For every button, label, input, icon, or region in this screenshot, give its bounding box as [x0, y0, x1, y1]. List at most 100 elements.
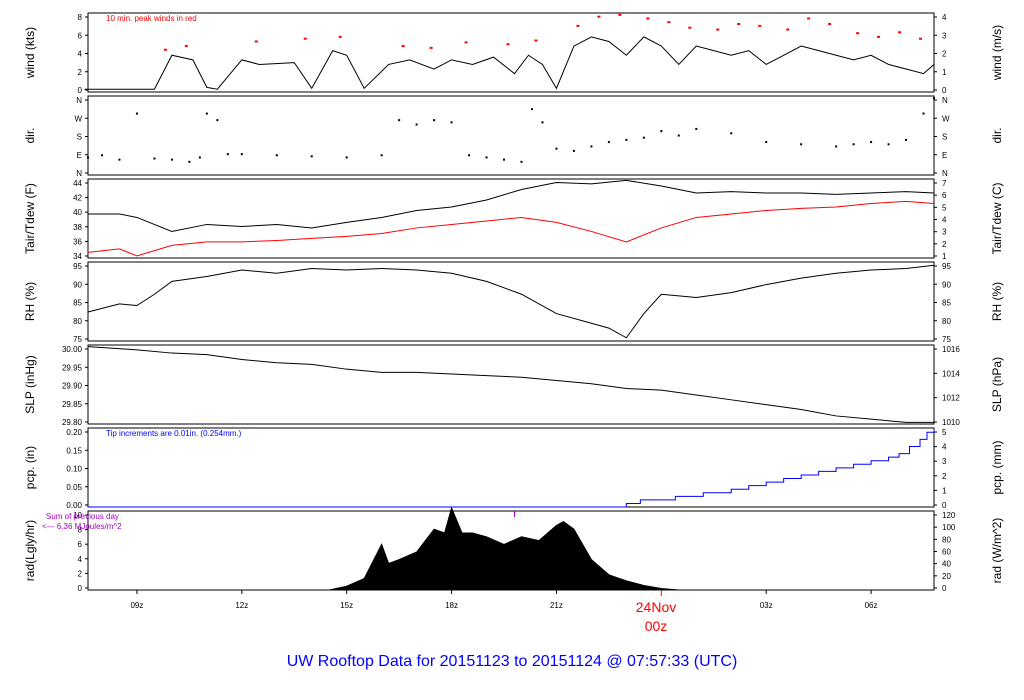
dir-point — [695, 127, 698, 130]
wind-point — [828, 23, 832, 26]
rh-ylabel-left: RH (%) — [23, 282, 37, 321]
dir-point — [87, 156, 89, 159]
pcp-ylabel-left: pcp. (in) — [23, 446, 37, 489]
slp-ylabel-left: SLP (inHg) — [23, 355, 37, 413]
rad-left-tick-label: 4 — [78, 555, 83, 564]
rad-annotation: Sum of previous day — [46, 512, 119, 521]
dir-point — [310, 155, 313, 158]
rad-right-tick-label: 0 — [942, 584, 947, 593]
dir-point — [922, 112, 925, 115]
rh-right-tick-label: 90 — [942, 280, 951, 289]
pcp-left-tick-label: 0.00 — [66, 501, 82, 510]
pcp-line — [88, 428, 935, 508]
wind-point — [506, 43, 510, 46]
wind-right-tick-label: 4 — [942, 13, 947, 22]
wind-series-wind-speed — [84, 36, 935, 90]
dir-right-tick-label: E — [942, 151, 947, 160]
dir-point — [153, 157, 156, 160]
temp-frame — [87, 178, 935, 259]
x-axis: 09z 12z 15z 18z 21z 03z 06z — [130, 590, 878, 610]
wind-point — [254, 40, 258, 43]
wind-left-tick-label: 0 — [78, 86, 83, 95]
temp-line — [87, 200, 935, 257]
pcp-left-tick-label: 0.05 — [66, 483, 82, 492]
dir-point — [800, 143, 803, 146]
slp-frame — [87, 344, 935, 425]
temp-right-tick-label: 1 — [942, 252, 947, 261]
wind-point — [807, 17, 811, 20]
rad-right-tick-label: 80 — [942, 535, 951, 544]
x-tick-label: 18z — [445, 601, 458, 610]
dir-point — [468, 154, 471, 157]
temp-right-tick-label: 5 — [942, 203, 947, 212]
dir-point — [887, 143, 890, 146]
wind-point — [401, 45, 405, 48]
dir-point — [677, 134, 680, 137]
dir-ylabel-right: dir. — [990, 127, 1004, 143]
rh-left-tick-label: 90 — [73, 280, 82, 289]
dir-point — [503, 158, 506, 161]
dir-point — [660, 130, 663, 133]
dir-series-wind-direction — [87, 97, 935, 163]
wind-left-tick-label: 4 — [78, 50, 83, 59]
dir-point — [216, 119, 219, 122]
rh-frame — [87, 261, 935, 342]
rad-left-tick-label: 0 — [78, 584, 83, 593]
panel-rh: 75 80 85 90 95 75 80 85 90 95 RH (%) RH (%) — [23, 261, 1004, 344]
wind-point — [667, 21, 671, 24]
temp-right-tick-label: 6 — [942, 191, 947, 200]
wind-point — [856, 32, 860, 35]
rh-left-tick-label: 85 — [73, 299, 82, 308]
temp-series-tdew — [87, 200, 935, 257]
wind-point — [338, 35, 342, 38]
chart-title: UW Rooftop Data for 20151123 to 20151124… — [287, 653, 738, 670]
rad-left-tick-label: 2 — [78, 569, 83, 578]
wind-point — [786, 28, 790, 31]
wind-point — [184, 45, 188, 48]
pcp-right-tick-label: 5 — [942, 428, 947, 437]
rh-right-tick-label: 85 — [942, 299, 951, 308]
slp-left-tick-label: 29.85 — [62, 400, 83, 409]
wind-point — [716, 28, 720, 31]
wind-point — [758, 24, 762, 27]
dir-left-tick-label: N — [76, 96, 82, 105]
temp-left-tick-label: 44 — [73, 179, 82, 188]
wind-ylabel-right: wind (m/s) — [990, 25, 1004, 81]
dir-point — [398, 119, 401, 122]
dir-point — [607, 141, 610, 144]
rad-right-tick-label: 20 — [942, 572, 951, 581]
dir-point — [450, 121, 453, 124]
dir-point — [933, 97, 935, 100]
slp-series-slp — [87, 346, 934, 423]
rh-right-tick-label: 75 — [942, 335, 951, 344]
wind-point — [919, 37, 923, 40]
x-tick-label: 06z — [865, 601, 878, 610]
temp-series-tair — [88, 179, 935, 232]
dir-point — [765, 141, 768, 144]
wind-point — [877, 35, 881, 38]
wind-left-tick-label: 2 — [78, 68, 83, 77]
wind-left-tick-label: 6 — [78, 31, 83, 40]
wind-line — [84, 36, 935, 90]
wind-series-10-min-peak — [163, 13, 923, 51]
rh-left-tick-label: 80 — [73, 317, 82, 326]
rh-series-rh — [87, 264, 935, 339]
slp-line — [87, 346, 934, 423]
rad-left-tick-label: 10 — [73, 511, 82, 520]
dir-point — [835, 145, 838, 148]
slp-left-tick-label: 29.90 — [62, 382, 83, 391]
temp-left-tick-label: 42 — [73, 194, 82, 203]
rad-ylabel-left: rad(Lgly/hr) — [23, 520, 37, 581]
slp-ylabel-right: SLP (hPa) — [990, 357, 1004, 412]
wind-point — [618, 13, 622, 16]
dir-left-tick-label: E — [77, 151, 82, 160]
wind-right-tick-label: 2 — [942, 50, 947, 59]
pcp-frame — [87, 427, 935, 508]
temp-left-tick-label: 40 — [73, 208, 82, 217]
rh-right-tick-label: 95 — [942, 262, 951, 271]
dir-point — [541, 121, 544, 124]
dir-right-tick-label: S — [942, 133, 947, 142]
dir-point — [433, 119, 436, 122]
dir-left-tick-label: S — [77, 133, 82, 142]
